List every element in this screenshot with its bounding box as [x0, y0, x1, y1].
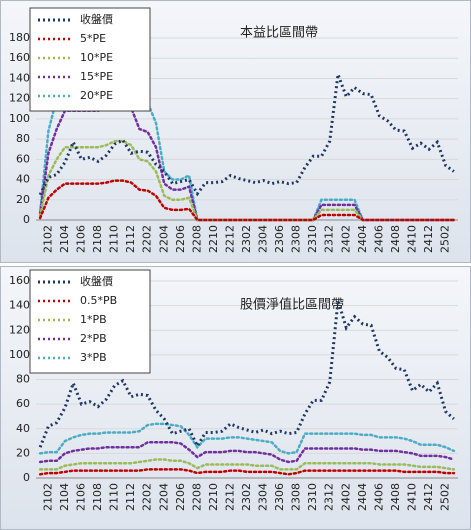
band-line [38, 441, 456, 464]
y-tick-label: 120 [9, 323, 30, 336]
x-tick-label: 2212 [223, 483, 236, 511]
legend-label: 收盤價 [80, 12, 113, 26]
y-tick-label: 20 [16, 446, 30, 459]
x-tick-label: 2302 [240, 483, 253, 511]
legend-label: 15*PE [80, 70, 113, 83]
price-line [38, 73, 455, 197]
x-tick-label: 2308 [290, 483, 303, 511]
x-tick-label: 2406 [372, 225, 385, 253]
x-tick-label: 2104 [58, 483, 71, 511]
band-line [38, 458, 456, 471]
x-tick-label: 2412 [422, 225, 435, 253]
x-tick-label: 2202 [141, 483, 154, 511]
x-tick-label: 2206 [174, 483, 187, 511]
x-tick-label: 2402 [339, 225, 352, 253]
x-tick-label: 2106 [75, 483, 88, 511]
y-tick-label: 60 [16, 152, 30, 165]
x-tick-label: 2408 [389, 225, 402, 253]
band-line [38, 422, 456, 455]
x-tick-label: 2204 [157, 483, 170, 511]
x-tick-label: 2110 [108, 225, 121, 253]
x-tick-label: 2108 [91, 225, 104, 253]
band-line [38, 179, 456, 222]
x-tick-label: 2310 [306, 483, 319, 511]
x-tick-label: 2112 [124, 483, 137, 511]
x-tick-label: 2110 [108, 483, 121, 511]
x-tick-label: 2212 [223, 225, 236, 253]
legend-label: 收盤價 [80, 274, 113, 288]
x-tick-label: 2410 [405, 483, 418, 511]
x-tick-label: 2210 [207, 483, 220, 511]
y-tick-label: 140 [9, 71, 30, 84]
x-tick-label: 2304 [257, 225, 270, 253]
y-tick-label: 180 [9, 31, 30, 44]
x-tick-label: 2208 [190, 483, 203, 511]
y-tick-label: 160 [9, 51, 30, 64]
price-line [38, 300, 455, 450]
x-tick-label: 2304 [257, 483, 270, 511]
y-tick-label: 100 [9, 348, 30, 361]
y-tick-label: 120 [9, 92, 30, 105]
x-tick-label: 2404 [356, 483, 369, 511]
legend-label: 10*PE [80, 51, 113, 64]
y-tick-label: 80 [16, 132, 30, 145]
band-line [38, 468, 456, 476]
legend-box [29, 269, 151, 374]
x-tick-label: 2306 [273, 483, 286, 511]
x-tick-label: 2210 [207, 225, 220, 253]
x-tick-label: 2208 [190, 225, 203, 253]
x-tick-label: 2106 [75, 225, 88, 253]
x-tick-label: 2306 [273, 225, 286, 253]
x-tick-label: 2412 [422, 483, 435, 511]
x-tick-label: 2312 [323, 483, 336, 511]
x-tick-label: 2406 [372, 483, 385, 511]
y-tick-label: 0 [23, 213, 30, 226]
legend-label: 2*PB [80, 332, 107, 345]
x-tick-label: 2202 [141, 225, 154, 253]
x-tick-label: 2102 [41, 225, 54, 253]
x-tick-label: 2312 [323, 225, 336, 253]
y-tick-label: 60 [16, 397, 30, 410]
x-tick-label: 2502 [439, 225, 452, 253]
x-tick-label: 2404 [356, 225, 369, 253]
y-tick-label: 40 [16, 173, 30, 186]
y-tick-label: 20 [16, 193, 30, 206]
legend-label: 5*PE [80, 32, 106, 45]
x-tick-label: 2410 [405, 225, 418, 253]
legend-label: 20*PE [80, 89, 113, 102]
legend-box [29, 7, 151, 112]
y-tick-label: 80 [16, 373, 30, 386]
x-tick-label: 2302 [240, 225, 253, 253]
x-tick-label: 2402 [339, 483, 352, 511]
x-tick-label: 2112 [124, 225, 137, 253]
legend-label: 0.5*PB [80, 294, 117, 307]
x-tick-label: 2206 [174, 225, 187, 253]
x-tick-label: 2308 [290, 225, 303, 253]
y-tick-label: 100 [9, 112, 30, 125]
chart-title: 股價淨值比區間帶 [240, 297, 344, 313]
x-tick-label: 2408 [389, 483, 402, 511]
x-tick-label: 2108 [91, 483, 104, 511]
y-tick-label: 140 [9, 299, 30, 312]
y-tick-label: 160 [9, 274, 30, 287]
legend-label: 3*PB [80, 351, 107, 364]
y-tick-label: 40 [16, 422, 30, 435]
x-tick-label: 2102 [41, 483, 54, 511]
x-tick-label: 2502 [439, 483, 452, 511]
x-tick-label: 2310 [306, 225, 319, 253]
y-tick-label: 0 [23, 471, 30, 484]
legend-label: 1*PB [80, 313, 107, 326]
x-tick-label: 2204 [157, 225, 170, 253]
x-tick-label: 2104 [58, 225, 71, 253]
chart-title: 本益比區間帶 [240, 26, 318, 41]
